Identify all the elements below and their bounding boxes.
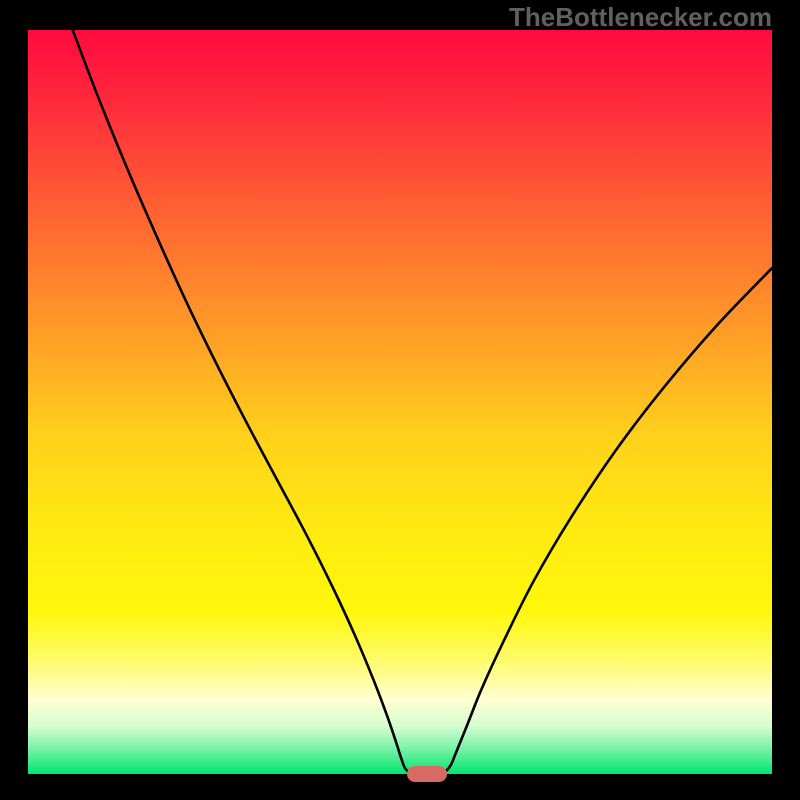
bottleneck-curve <box>28 30 772 774</box>
chart-container: TheBottlenecker.com <box>0 0 800 800</box>
curve-path <box>73 30 772 774</box>
plot-area <box>28 30 772 774</box>
watermark-text: TheBottlenecker.com <box>509 2 772 33</box>
optimal-marker <box>407 766 447 782</box>
